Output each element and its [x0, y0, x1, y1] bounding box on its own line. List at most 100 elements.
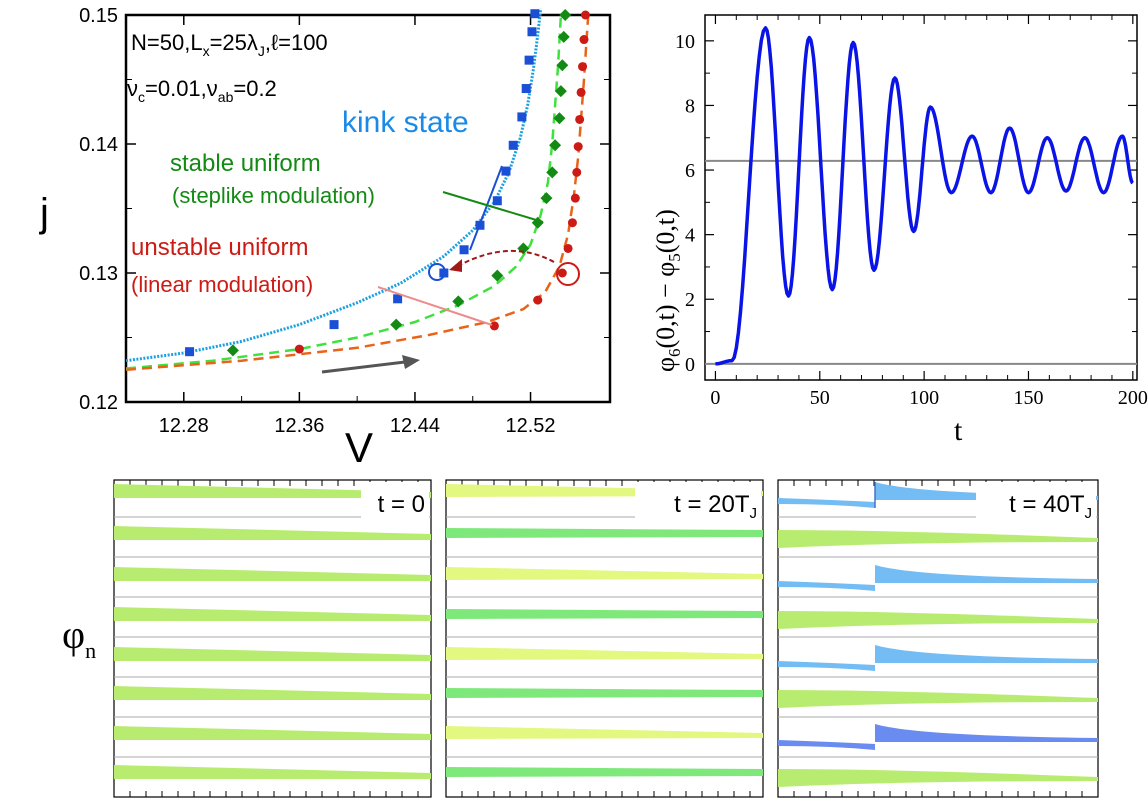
stable-point [557, 30, 570, 43]
phase-band [446, 767, 763, 777]
stable-point [491, 269, 504, 282]
unstable-point [578, 62, 588, 72]
unstable-point [567, 218, 577, 228]
unstable-point [576, 87, 586, 97]
phase-band [446, 528, 763, 538]
iv-ytick-label: 0.14 [79, 134, 118, 156]
snapshot-label: t = 40TJ [1009, 491, 1092, 522]
unstable-point [533, 295, 543, 305]
transition-arrow [457, 249, 555, 267]
kink-point [329, 320, 339, 330]
kink-point [530, 9, 540, 19]
unstable-point [570, 193, 580, 203]
kink-pointer [469, 165, 503, 251]
phase-band [114, 526, 431, 540]
phase-band [114, 484, 431, 498]
phase-ytick-label: 4 [685, 225, 695, 247]
snapshot-label-bg [976, 482, 1096, 520]
iv-frame [124, 13, 612, 404]
stable-point [549, 139, 562, 152]
snapshot-panels: t = 0 t = 20TJ t = 40TJ [113, 479, 1099, 798]
stable-point [559, 9, 572, 21]
iv-xtick-label: 12.52 [506, 415, 556, 437]
kink-point [501, 166, 511, 176]
snapshot-panel-2: t = 40TJ [777, 479, 1099, 798]
snapshot-label-bg [635, 482, 761, 520]
phase-ytick-label: 0 [685, 354, 695, 376]
unstable-point [557, 268, 567, 278]
phase-band [446, 567, 763, 580]
kink-point [524, 55, 534, 65]
phase-xtick-label: 50 [810, 387, 830, 409]
green-band [778, 611, 1098, 629]
phase-band [446, 726, 763, 739]
kink-band [778, 645, 1098, 671]
iv-ticks: 12.28 12.36 12.44 12.52 0.12 0.13 0.14 0.15 [79, 5, 610, 437]
unstable-point [580, 10, 590, 20]
phase-ticks: 0 50 100 150 200 0 2 4 6 8 10 [675, 15, 1148, 409]
unstable-point [489, 321, 499, 331]
phase-band [114, 765, 431, 779]
snapshot-frame [445, 479, 764, 798]
phase-ytick-label: 2 [685, 289, 695, 311]
phase-xtick-label: 200 [1118, 387, 1148, 409]
kink-point [393, 294, 403, 304]
phase-xtick-label: 0 [710, 387, 720, 409]
phase-ylabel: φ6(0,t) − φ5(0,t) [651, 209, 684, 372]
phase-curve [714, 26, 1134, 366]
kink-point [492, 196, 502, 206]
snapshot-label: t = 20TJ [674, 491, 757, 522]
kink-point [508, 140, 518, 150]
stable-point [556, 59, 569, 72]
green-band [778, 690, 1098, 708]
transition-arrowhead [449, 259, 462, 272]
phase-ytick-label: 8 [685, 95, 695, 117]
snapshot-panel-0: t = 0 [113, 479, 432, 798]
steplike-label: (steplike modulation) [172, 183, 375, 208]
kink-point [459, 245, 469, 255]
iv-xlabel: V [345, 424, 373, 471]
stable-point [554, 85, 567, 98]
kink-band [778, 565, 1098, 591]
stable-point [553, 112, 566, 125]
phase-ytick-label: 6 [685, 160, 695, 182]
iv-xtick-label: 12.36 [274, 415, 324, 437]
iv-xtick-label: 12.44 [390, 415, 440, 437]
kink-point [521, 84, 531, 94]
stable-point [540, 192, 553, 205]
sweep-arrow [321, 360, 406, 374]
iv-ytick-label: 0.15 [79, 5, 118, 27]
sweep-arrowhead [402, 355, 420, 369]
params-line1: N=50,Lx=25λJ,ℓ=100 [131, 30, 328, 59]
snapshot-ylabel: φn [62, 612, 96, 663]
stable-point [226, 344, 239, 357]
snapshot-frame [777, 479, 1099, 798]
phase-lines [705, 26, 1137, 366]
kink-band [778, 482, 1098, 508]
phase-band [114, 726, 431, 740]
kink-point [439, 268, 449, 278]
phase-band [114, 647, 431, 661]
unstable-point [294, 344, 304, 354]
snapshot-panel-1: t = 20TJ [445, 479, 764, 798]
kink-ring [428, 263, 446, 281]
series-curve-0 [125, 8, 543, 363]
unstable-point [579, 35, 589, 45]
kink-point [527, 27, 537, 37]
iv-ytick-label: 0.13 [79, 263, 118, 285]
green-band [778, 530, 1098, 548]
stable-point [390, 318, 403, 331]
linear-label: (linear modulation) [131, 272, 313, 297]
snapshot-label-bg [361, 482, 429, 520]
iv-xtick-label: 12.28 [159, 415, 209, 437]
iv-ylabel: j [39, 191, 49, 235]
phase-xtick-label: 150 [1013, 387, 1043, 409]
params-line2: νc=0.01,νab=0.2 [127, 76, 277, 105]
phase-xtick-label: 100 [909, 387, 939, 409]
phase-panel: 0 50 100 150 200 0 2 4 6 8 10 t φ6(0,t) − φ5(0,t) [651, 14, 1148, 447]
kink-state-label: kink state [342, 106, 469, 139]
phase-ytick-label: 10 [675, 31, 695, 53]
iv-points [185, 9, 590, 357]
phase-band [446, 609, 763, 619]
